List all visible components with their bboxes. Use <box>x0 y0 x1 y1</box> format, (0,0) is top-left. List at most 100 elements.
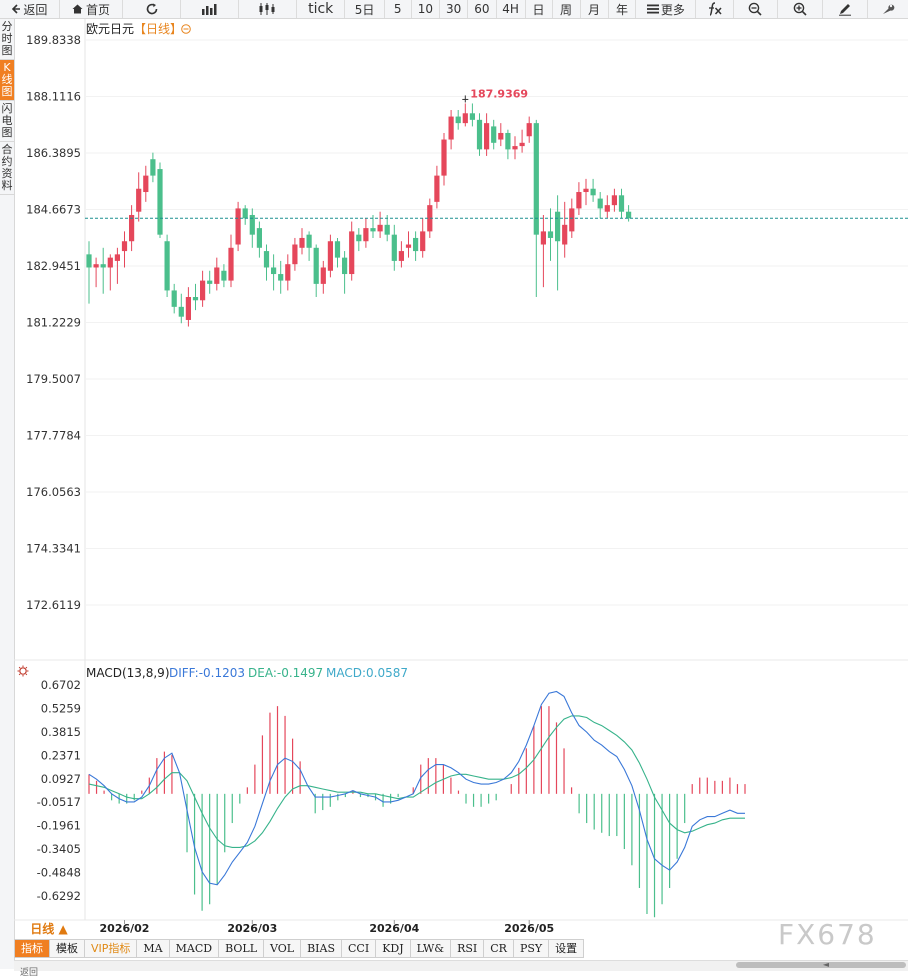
indicator-tab-kdj[interactable]: KDJ <box>376 939 411 958</box>
function-button[interactable] <box>696 0 734 18</box>
candlestick <box>313 244 319 298</box>
bar-chart-button[interactable] <box>181 0 240 18</box>
scrollbar-thumb[interactable] <box>736 962 906 968</box>
draw-tool-button[interactable] <box>823 0 868 18</box>
candle-body <box>342 257 348 275</box>
tick-button[interactable]: tick <box>297 0 346 18</box>
indicator-tab-macd[interactable]: MACD <box>169 939 220 958</box>
zoom-out-button[interactable] <box>734 0 779 18</box>
price-overlays: 187.9369 <box>85 87 908 219</box>
zoom-toggle-icon[interactable] <box>181 24 191 34</box>
side-tab-contract-info[interactable]: 合约资料 <box>0 142 14 195</box>
candle-body <box>377 224 383 232</box>
more-button[interactable]: 更多 <box>636 0 697 18</box>
period-5min-button[interactable]: 5 <box>385 0 412 18</box>
scroll-arrow-icon[interactable]: ◄ <box>822 960 830 969</box>
candle-body <box>129 214 135 242</box>
chart-title-group: 欧元日元 【日线】 <box>86 22 191 36</box>
zoom-in-button[interactable] <box>778 0 824 18</box>
candlestick <box>356 228 362 252</box>
candle-body <box>320 267 326 284</box>
macd-lines <box>88 690 745 886</box>
side-tab-kline[interactable]: K线图 <box>0 60 14 101</box>
period-10min-button[interactable]: 10 <box>412 0 440 18</box>
candle-body <box>263 251 270 268</box>
candlestick <box>349 221 355 281</box>
settings-button[interactable] <box>868 0 908 18</box>
candle-body <box>434 175 440 202</box>
candle-body <box>192 297 199 301</box>
candlestick <box>164 234 170 298</box>
indicator-tab-ma[interactable]: MA <box>137 939 170 958</box>
candlestick <box>484 113 490 156</box>
indicator-tab-vip[interactable]: VIP指标 <box>85 939 138 958</box>
period-year-button[interactable]: 年 <box>609 0 637 18</box>
bar-chart-icon <box>201 4 217 15</box>
candlestick <box>455 110 461 130</box>
period-week-button[interactable]: 周 <box>553 0 581 18</box>
candle-body <box>271 267 277 275</box>
indicator-tab-cr[interactable]: CR <box>484 939 514 958</box>
side-tab-flash[interactable]: 闪电图 <box>0 101 14 142</box>
side-tab-time-share[interactable]: 分时图 <box>0 19 14 60</box>
time-tick-label: 2026/02 <box>100 922 150 935</box>
candlestick <box>413 231 419 261</box>
period-4h-button[interactable]: 4H <box>497 0 526 18</box>
indicator-tab-vol[interactable]: VOL <box>264 939 302 958</box>
macd-settings-icon[interactable] <box>17 665 29 677</box>
candlestick <box>626 205 632 222</box>
back-label: 返回 <box>23 2 48 17</box>
horizontal-scrollbar[interactable] <box>14 960 908 971</box>
period-month-button[interactable]: 月 <box>581 0 609 18</box>
period-day-button[interactable]: 日 <box>526 0 553 18</box>
indicator-tab-settings[interactable]: 设置 <box>549 939 585 958</box>
candlestick <box>533 119 539 298</box>
period-60min-button[interactable]: 60 <box>468 0 497 18</box>
indicator-tab-template[interactable]: 模板 <box>50 939 85 958</box>
candlestick <box>249 208 255 248</box>
indicator-tab-psy[interactable]: PSY <box>513 939 550 958</box>
candlestick <box>611 188 617 212</box>
candlestick <box>93 257 99 288</box>
back-button[interactable]: 返回 <box>0 0 60 18</box>
macd-title: MACD(13,8,9) <box>86 666 170 680</box>
candle-body <box>228 247 234 281</box>
candlestick <box>129 205 135 252</box>
period-5day-button[interactable]: 5日 <box>345 0 385 18</box>
candlestick-icon <box>259 3 275 15</box>
candle-body <box>512 146 518 150</box>
candlestick <box>498 123 504 147</box>
price-tick-label: 182.9451 <box>26 259 81 273</box>
candle-body <box>505 132 511 150</box>
candle-body <box>299 237 305 248</box>
candle-body <box>569 208 575 232</box>
period-select-button[interactable]: 日线 ▲ <box>30 922 68 936</box>
candlestick <box>618 188 625 219</box>
chart-canvas: 189.8338 188.1116 186.3895 184.6673 182.9451… <box>14 19 908 935</box>
indicator-tab-cci[interactable]: CCI <box>342 939 377 958</box>
candle-body <box>562 224 568 245</box>
candle-body <box>540 231 546 245</box>
candle-body <box>370 228 376 232</box>
candlestick-button[interactable] <box>239 0 297 18</box>
refresh-button[interactable] <box>123 0 182 18</box>
indicator-tab-bias[interactable]: BIAS <box>301 939 342 958</box>
candle-body <box>86 254 92 268</box>
candlestick <box>100 247 106 294</box>
candle-body <box>519 142 525 147</box>
indicator-tab-rsi[interactable]: RSI <box>451 939 485 958</box>
candlestick <box>228 234 234 288</box>
candlesticks <box>86 103 632 327</box>
indicator-tab-lw[interactable]: LW& <box>410 939 452 958</box>
home-icon <box>72 4 83 14</box>
candle-body <box>356 234 362 242</box>
candle-body <box>221 270 227 281</box>
indicator-tab-boll[interactable]: BOLL <box>219 939 264 958</box>
period-30min-button[interactable]: 30 <box>440 0 469 18</box>
macd-axis-labels: 0.6702 0.5259 0.3815 0.2371 0.0927 -0.0517 -0.… <box>37 678 81 903</box>
candlestick <box>121 231 128 268</box>
price-axis-labels: 189.8338 188.1116 186.3895 184.6673 182.9451… <box>26 33 81 612</box>
indicator-tab-indicators[interactable]: 指标 <box>14 939 50 958</box>
candle-body <box>178 306 184 317</box>
home-button[interactable]: 首页 <box>60 0 124 18</box>
